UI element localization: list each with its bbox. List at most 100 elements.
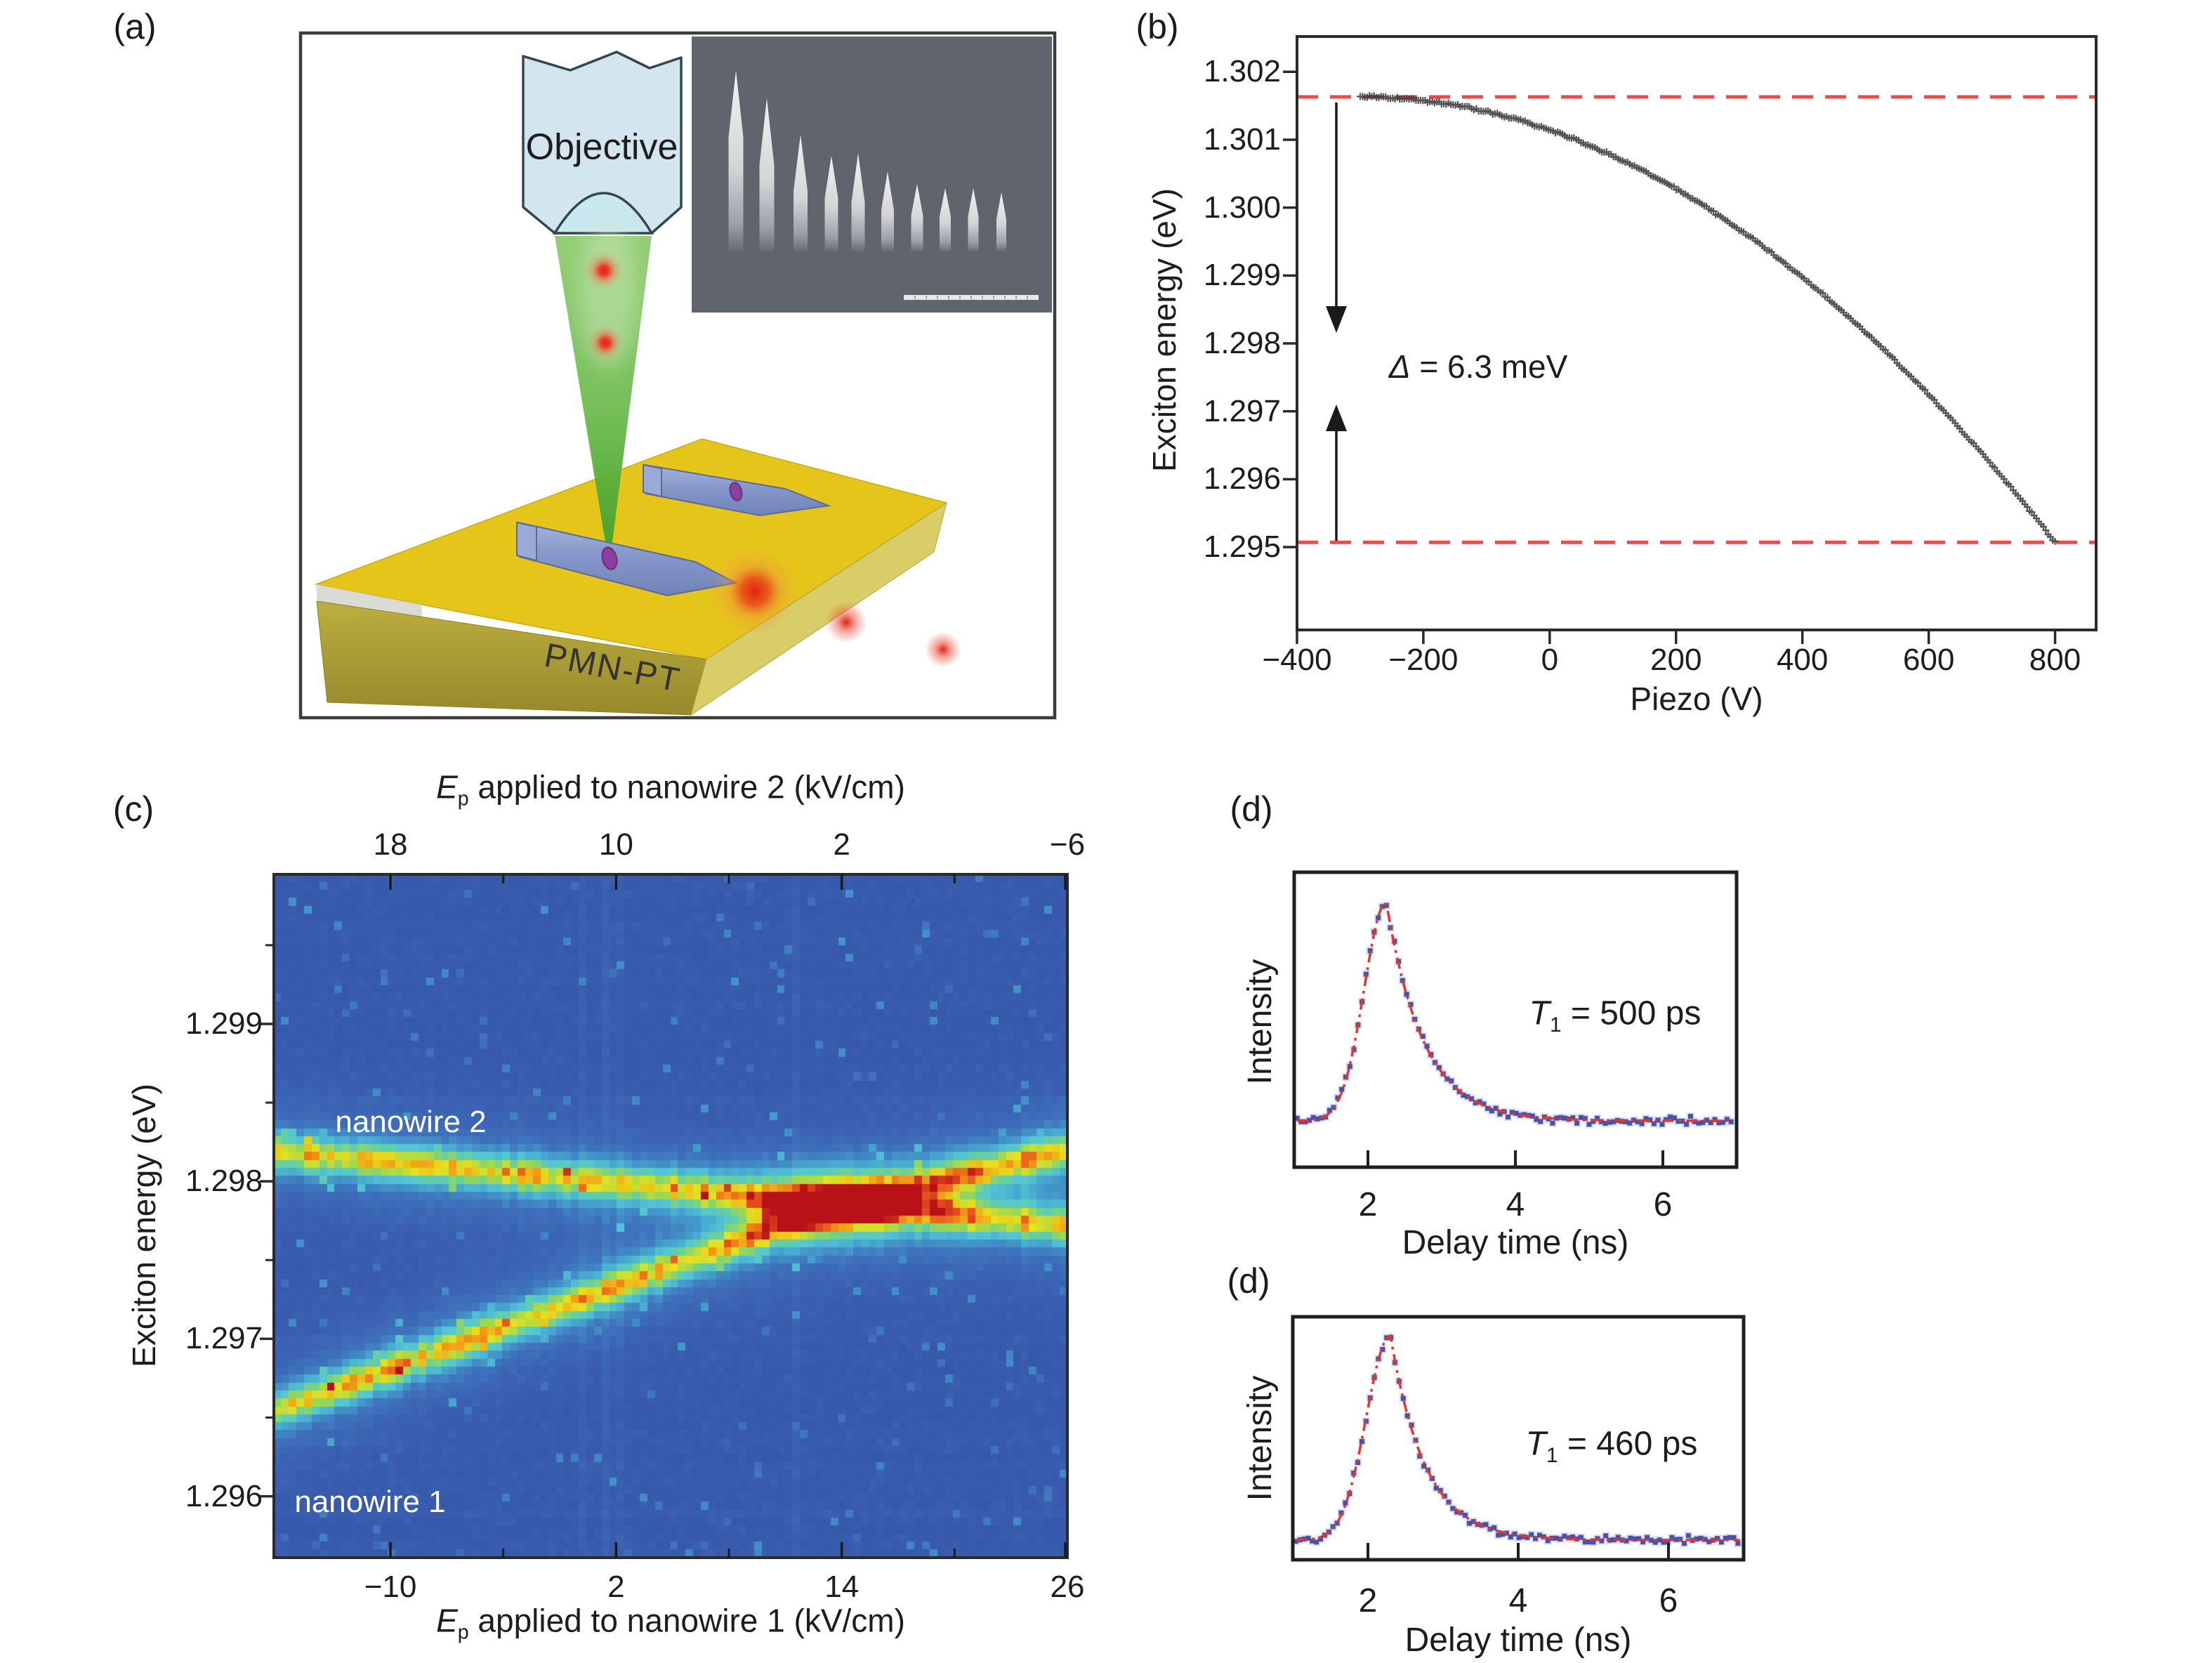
d-data-point bbox=[1529, 1532, 1534, 1537]
panel-d1-xlabel: Delay time (ns) bbox=[1402, 1223, 1629, 1261]
d-data-point bbox=[1509, 1110, 1515, 1115]
panel-d2-ylabel: Intensity bbox=[1241, 1375, 1279, 1501]
nanowire-2-illustration bbox=[643, 464, 831, 517]
panel-b-label: (b) bbox=[1135, 6, 1179, 46]
d-data-point bbox=[1367, 948, 1373, 954]
d-data-point bbox=[1305, 1535, 1311, 1541]
emission-glow-small bbox=[925, 631, 961, 668]
d-data-point bbox=[1525, 1534, 1530, 1540]
panel-d1-ylabel: Intensity bbox=[1241, 959, 1279, 1085]
d-data-point bbox=[1648, 1537, 1654, 1543]
d-data-point bbox=[1706, 1539, 1712, 1544]
d-data-point bbox=[1335, 1095, 1341, 1100]
emission-glow-medium bbox=[825, 601, 867, 643]
d-data-point bbox=[1720, 1119, 1726, 1125]
panel-b-xlabel: Piezo (V) bbox=[1630, 680, 1763, 717]
sem-scale-bar-ticks bbox=[914, 296, 1028, 299]
panel-b-ytick-1.300: 1.300 bbox=[1203, 190, 1281, 225]
d-data-point bbox=[1635, 1119, 1640, 1124]
d-data-point bbox=[1673, 1537, 1679, 1542]
panel-b-xtick-600: 600 bbox=[1902, 642, 1955, 677]
panel-b-ylabel: Exciton energy (eV) bbox=[1145, 188, 1183, 472]
d-data-point bbox=[1533, 1536, 1539, 1542]
d-data-point bbox=[1582, 1116, 1588, 1122]
d-data-point bbox=[1506, 1115, 1510, 1120]
d-data-point bbox=[1400, 978, 1405, 983]
sem-pillar-3 bbox=[794, 135, 808, 251]
d-data-point bbox=[1611, 1537, 1617, 1543]
panel-c-bottom-xtick-26: 26 bbox=[1050, 1569, 1085, 1604]
d-data-point bbox=[1417, 1453, 1423, 1459]
d-data-point bbox=[1463, 1513, 1468, 1518]
emission-glow-large bbox=[710, 546, 800, 636]
d-data-point bbox=[1508, 1534, 1513, 1540]
d-data-point bbox=[1578, 1534, 1584, 1540]
d-data-point bbox=[1466, 1520, 1472, 1526]
panel-d2-plot bbox=[1291, 1315, 1746, 1562]
d-data-point bbox=[1661, 1539, 1666, 1545]
d-data-point bbox=[1631, 1117, 1637, 1123]
d-data-point bbox=[1343, 1500, 1348, 1506]
d-data-point bbox=[1687, 1114, 1693, 1119]
panel-b-xtick--200: −200 bbox=[1388, 642, 1459, 677]
panel-d1-label: (d) bbox=[1230, 789, 1273, 829]
panel-b-xtick--400: −400 bbox=[1262, 642, 1332, 677]
d-data-point bbox=[1318, 1537, 1324, 1542]
d-data-point bbox=[1489, 1108, 1494, 1114]
emitted-photon-2 bbox=[587, 324, 624, 361]
panel-c-heatmap bbox=[274, 874, 1067, 1558]
d-data-point bbox=[1611, 1119, 1617, 1124]
d-data-point bbox=[1735, 1541, 1741, 1546]
panel-a-illustration bbox=[298, 31, 1057, 720]
d-data-point bbox=[1728, 1119, 1734, 1124]
nanowire-1-label: nanowire 1 bbox=[294, 1484, 446, 1519]
d-data-point bbox=[1420, 1034, 1426, 1039]
d-data-point bbox=[1712, 1117, 1718, 1122]
d-data-point bbox=[1294, 1115, 1300, 1121]
d-data-point bbox=[1545, 1538, 1551, 1544]
sem-pillar-9 bbox=[968, 188, 979, 251]
d-data-point bbox=[1591, 1539, 1596, 1545]
panel-b-xtick-400: 400 bbox=[1776, 642, 1829, 677]
d-data-point bbox=[1696, 1120, 1701, 1126]
d-data-point bbox=[1628, 1535, 1633, 1541]
d-data-point bbox=[1363, 971, 1369, 977]
d-data-point bbox=[1591, 1119, 1596, 1124]
d-data-point bbox=[1643, 1116, 1649, 1122]
d-data-point bbox=[1307, 1117, 1312, 1123]
panel-d2-T1-annotation: T1 = 460 ps bbox=[1525, 1425, 1698, 1468]
d-data-point bbox=[1639, 1121, 1645, 1126]
panel-c-top-xtick-18: 18 bbox=[373, 827, 408, 862]
exciton-energy-data-points bbox=[1357, 92, 2059, 545]
d-data-point bbox=[1512, 1531, 1518, 1537]
panel-c-top-xtick-10: 10 bbox=[598, 827, 633, 862]
d-data-point bbox=[1718, 1539, 1724, 1545]
substrate-side-face bbox=[690, 501, 947, 716]
d-data-point bbox=[1562, 1534, 1567, 1539]
d-data-point bbox=[1684, 1122, 1690, 1127]
d-data-point bbox=[1727, 1534, 1732, 1540]
panel-c-bottom-xtick-2: 2 bbox=[607, 1569, 625, 1604]
d-data-point bbox=[1380, 1346, 1385, 1352]
d-data-point bbox=[1599, 1538, 1605, 1544]
d-data-point bbox=[1433, 1485, 1439, 1491]
d-data-point bbox=[1598, 1119, 1604, 1124]
d-data-point bbox=[1469, 1096, 1475, 1102]
panel-b-ytick-1.299: 1.299 bbox=[1203, 258, 1281, 293]
d-data-point bbox=[1665, 1539, 1671, 1545]
d-data-point bbox=[1421, 1464, 1427, 1469]
d-data-point bbox=[1685, 1533, 1691, 1539]
d-data-point bbox=[1651, 1121, 1657, 1126]
d-data-point bbox=[1454, 1509, 1460, 1515]
d-data-point bbox=[1376, 915, 1381, 921]
d-data-point bbox=[1529, 1113, 1535, 1119]
panel-c-top-xlabel: Ep applied to nanowire 2 (kV/cm) bbox=[436, 768, 905, 810]
d-data-point bbox=[1461, 1093, 1466, 1098]
d-data-point bbox=[1645, 1534, 1650, 1540]
panel-c-ytick-1.298: 1.298 bbox=[185, 1164, 263, 1199]
panel-c-label: (c) bbox=[112, 789, 154, 829]
d-data-point bbox=[1404, 992, 1409, 997]
d-data-point bbox=[1603, 1533, 1609, 1539]
d-data-point bbox=[1404, 1413, 1410, 1419]
